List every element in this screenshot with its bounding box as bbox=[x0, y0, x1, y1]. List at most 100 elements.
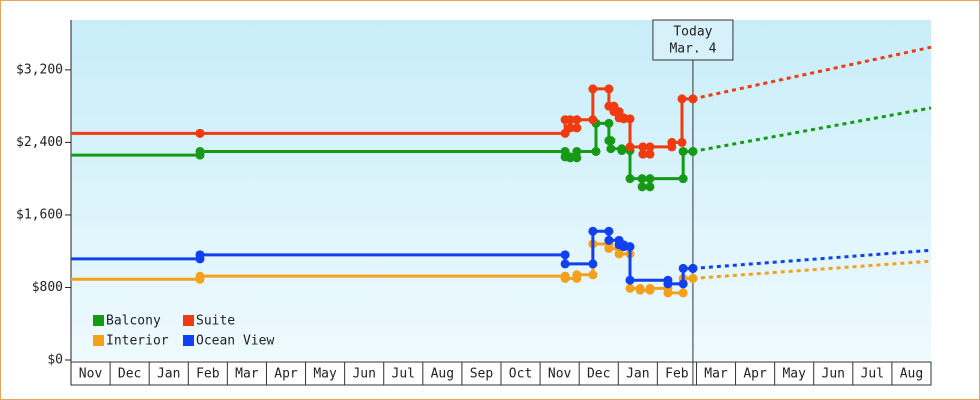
point bbox=[565, 152, 575, 162]
point bbox=[678, 279, 688, 289]
x-tick-label: Dec bbox=[587, 367, 610, 382]
x-tick-label: Dec bbox=[118, 367, 141, 382]
plot-area bbox=[71, 20, 931, 360]
x-tick-label: Feb bbox=[196, 367, 220, 382]
point bbox=[560, 259, 570, 269]
legend-swatch bbox=[183, 335, 194, 346]
x-tick-label: May bbox=[782, 367, 806, 382]
point bbox=[688, 94, 698, 104]
point bbox=[625, 283, 635, 293]
x-tick-label: Nov bbox=[548, 367, 572, 382]
point bbox=[606, 144, 616, 154]
today-label: Mar. 4 bbox=[669, 42, 716, 57]
point bbox=[588, 259, 598, 269]
point bbox=[588, 84, 598, 94]
point bbox=[565, 123, 575, 133]
today-box bbox=[652, 19, 734, 61]
point bbox=[677, 94, 687, 104]
point bbox=[645, 142, 655, 152]
point bbox=[677, 137, 687, 147]
x-tick-label: Jul bbox=[861, 367, 884, 382]
point bbox=[565, 115, 575, 125]
x-tick-label: Aug bbox=[431, 367, 454, 382]
point bbox=[604, 235, 614, 245]
point bbox=[572, 146, 582, 156]
point bbox=[678, 146, 688, 156]
point bbox=[635, 283, 645, 293]
point bbox=[604, 118, 614, 128]
point bbox=[606, 136, 616, 146]
x-tick-label: Mar bbox=[235, 367, 259, 382]
y-tick-label: $3,200 bbox=[16, 62, 63, 77]
point bbox=[688, 146, 698, 156]
point bbox=[663, 275, 673, 285]
point bbox=[678, 263, 688, 273]
point bbox=[560, 271, 570, 281]
legend-swatch bbox=[93, 335, 104, 346]
point bbox=[688, 273, 698, 283]
x-tick-label: Mar bbox=[704, 367, 728, 382]
point bbox=[645, 285, 655, 295]
y-tick-label: $800 bbox=[32, 280, 63, 295]
x-tick-label: Nov bbox=[79, 367, 103, 382]
point bbox=[195, 150, 205, 160]
x-tick-label: Apr bbox=[274, 367, 298, 382]
point bbox=[572, 115, 582, 125]
point bbox=[588, 226, 598, 236]
x-tick-label: May bbox=[313, 367, 337, 382]
point bbox=[678, 174, 688, 184]
point bbox=[604, 84, 614, 94]
point bbox=[560, 250, 570, 260]
forecast-line bbox=[692, 106, 932, 153]
y-tick-label: $2,400 bbox=[16, 135, 63, 150]
point bbox=[638, 149, 648, 159]
x-tick-label: Sep bbox=[470, 367, 494, 382]
point bbox=[625, 242, 635, 252]
point bbox=[614, 107, 624, 117]
point bbox=[572, 123, 582, 133]
legend-swatch bbox=[183, 315, 194, 326]
x-tick-label: Apr bbox=[743, 367, 767, 382]
legend-label: Ocean View bbox=[196, 334, 274, 349]
x-tick-label: Jan bbox=[157, 367, 180, 382]
x-tick-label: Jun bbox=[352, 367, 375, 382]
point bbox=[588, 115, 598, 125]
point bbox=[625, 142, 635, 152]
point bbox=[572, 153, 582, 163]
point bbox=[678, 288, 688, 298]
point bbox=[638, 142, 648, 152]
y-tick-label: $1,600 bbox=[16, 207, 63, 222]
point bbox=[645, 174, 655, 184]
x-tick-label: Aug bbox=[900, 367, 923, 382]
point bbox=[591, 146, 601, 156]
y-tick-label: $0 bbox=[47, 353, 63, 368]
point bbox=[195, 128, 205, 138]
point bbox=[667, 142, 677, 152]
point bbox=[625, 114, 635, 124]
point bbox=[625, 174, 635, 184]
legend-label: Balcony bbox=[106, 314, 161, 329]
legend-label: Suite bbox=[196, 314, 235, 329]
x-tick-label: Jan bbox=[626, 367, 649, 382]
legend-label: Interior bbox=[106, 334, 169, 349]
point bbox=[688, 263, 698, 273]
point bbox=[617, 144, 627, 154]
point bbox=[572, 273, 582, 283]
point bbox=[645, 182, 655, 192]
legend-swatch bbox=[93, 315, 104, 326]
x-tick-label: Feb bbox=[665, 367, 689, 382]
point bbox=[645, 149, 655, 159]
forecast-line bbox=[692, 45, 932, 101]
x-tick-label: Oct bbox=[509, 367, 532, 382]
today-label: Today bbox=[673, 25, 712, 40]
x-tick-label: Jun bbox=[822, 367, 845, 382]
point bbox=[195, 274, 205, 284]
point bbox=[625, 275, 635, 285]
point bbox=[604, 226, 614, 236]
point bbox=[637, 174, 647, 184]
point bbox=[637, 182, 647, 192]
point bbox=[588, 270, 598, 280]
x-tick-label: Jul bbox=[392, 367, 415, 382]
point bbox=[195, 254, 205, 264]
